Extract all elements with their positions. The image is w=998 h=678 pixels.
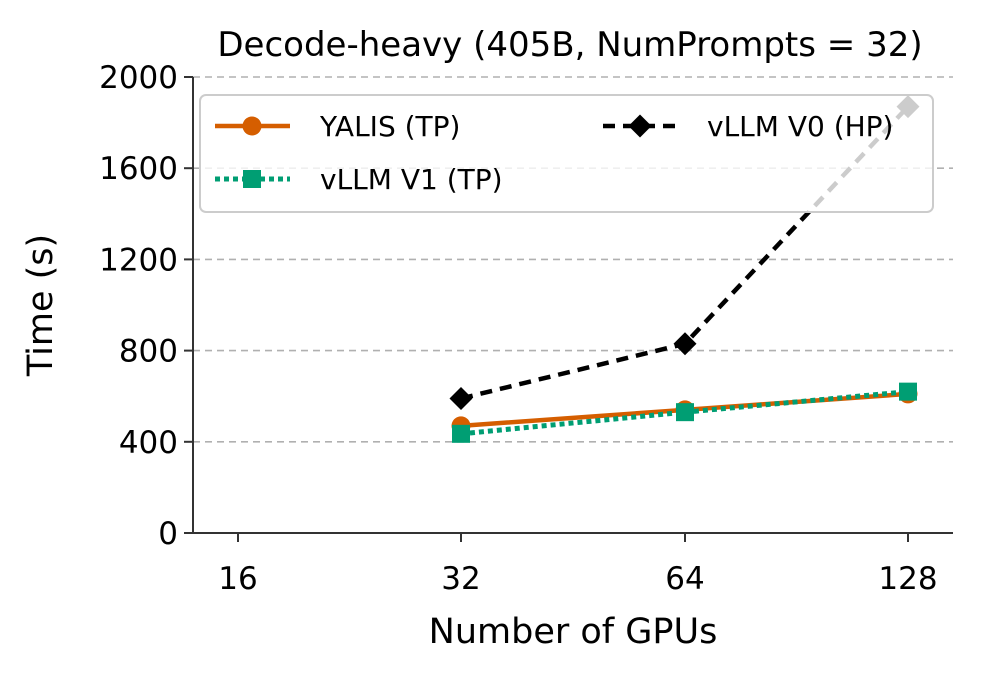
- legend: YALIS (TP) vLLM V0 (HP) vLLM V1 (TP): [199, 94, 934, 213]
- series-vllm-v1-tp: [452, 382, 917, 443]
- legend-item: YALIS (TP): [215, 110, 460, 143]
- legend-item: vLLM V0 (HP): [603, 110, 893, 143]
- chart-title: Decode-heavy (405B, NumPrompts = 32): [217, 25, 922, 65]
- legend-label: vLLM V1 (TP): [320, 163, 503, 196]
- ticks: 0 400 800 1200 1600 2000 16 32 64 128: [99, 60, 937, 597]
- data-point: [676, 403, 694, 422]
- data-point: [449, 386, 473, 410]
- y-tick-label: 400: [119, 425, 178, 461]
- y-tick-label: 1200: [99, 242, 178, 278]
- x-tick-label: 16: [218, 561, 257, 597]
- legend-box: [199, 94, 934, 213]
- data-point: [452, 424, 470, 443]
- x-tick-label: 32: [441, 561, 480, 597]
- y-tick-label: 800: [119, 334, 178, 370]
- y-tick-label: 0: [158, 516, 178, 552]
- legend-item: vLLM V1 (TP): [215, 163, 503, 196]
- x-axis-label: Number of GPUs: [429, 612, 718, 652]
- legend-label: vLLM V0 (HP): [707, 110, 893, 143]
- legend-marker: [628, 114, 652, 138]
- y-tick-label: 2000: [99, 60, 178, 96]
- y-tick-label: 1600: [99, 151, 178, 187]
- y-axis-label: Time (s): [21, 234, 61, 377]
- axes: [192, 77, 953, 534]
- legend-marker: [243, 170, 261, 188]
- x-tick-label: 64: [665, 561, 704, 597]
- data-point: [673, 332, 697, 356]
- x-tick-label: 128: [878, 561, 937, 597]
- data-point: [899, 382, 917, 401]
- legend-marker: [242, 116, 262, 136]
- legend-label: YALIS (TP): [319, 110, 460, 143]
